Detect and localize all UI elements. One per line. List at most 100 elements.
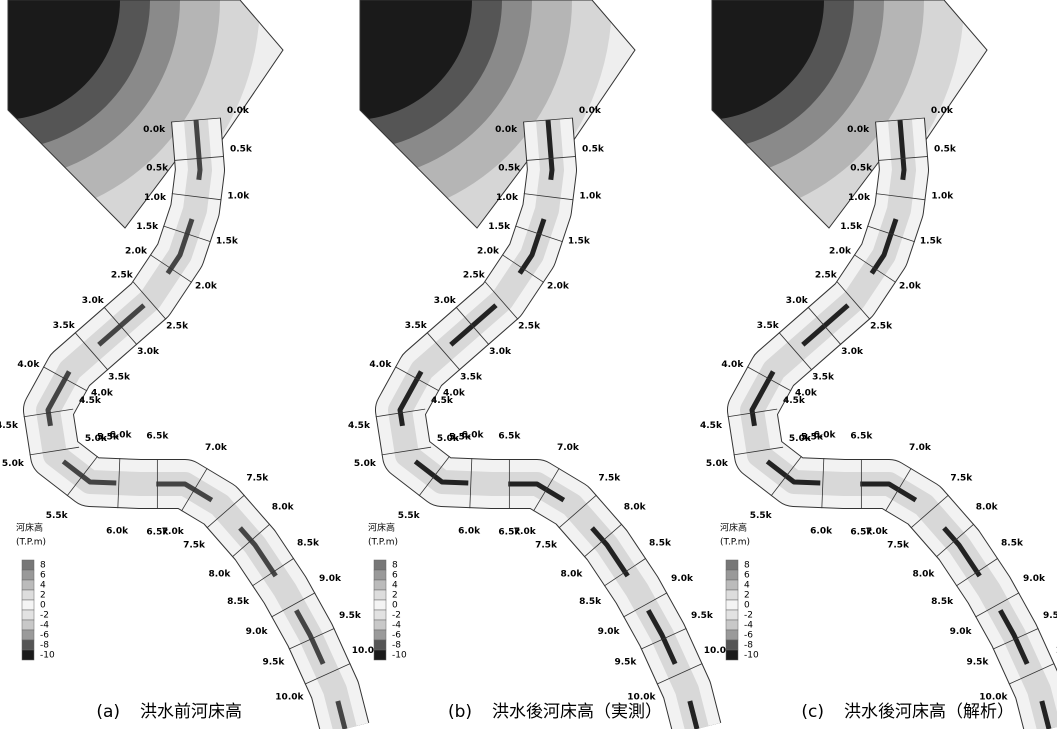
station-label: 4.5k (700, 421, 723, 431)
legend-tick: -6 (744, 631, 753, 641)
panel-caption: 洪水前河床高 (140, 702, 242, 722)
station-label: 4.0k (17, 360, 40, 370)
legend-unit: (T.P.m) (16, 538, 46, 548)
station-label: 3.0k (82, 296, 105, 306)
station-label: 2.5k (870, 322, 893, 332)
station-label: 9.5k (691, 611, 714, 621)
station-label: 8.0k (560, 570, 583, 580)
station-label: 8.0k (624, 502, 647, 512)
station-label: 3.5k (460, 372, 483, 382)
legend-tick: 4 (744, 581, 750, 591)
station-label: 2.5k (518, 322, 541, 332)
station-label: 8.0k (912, 570, 935, 580)
station-label: 6.0k (462, 431, 485, 441)
legend-swatch (22, 610, 34, 620)
legend-swatch (22, 560, 34, 570)
legend-tick: 4 (392, 581, 398, 591)
legend-tick: 8 (40, 561, 46, 571)
station-label: 7.5k (535, 541, 558, 551)
legend-swatch (22, 600, 34, 610)
station-label: 0.5k (230, 145, 253, 155)
station-label: 1.0k (848, 193, 871, 203)
station-label: 7.5k (246, 473, 269, 483)
station-label: 8.0k (208, 570, 231, 580)
legend-tick: -2 (744, 611, 753, 621)
station-label: 2.0k (477, 247, 500, 257)
station-label: 9.5k (1043, 611, 1057, 621)
legend-swatch (374, 600, 386, 610)
station-label: 3.0k (489, 347, 512, 357)
legend-tick: -2 (392, 611, 401, 621)
legend-tick: 6 (392, 571, 398, 581)
station-label: 6.0k (814, 431, 837, 441)
station-label: 4.5k (783, 396, 806, 406)
station-label: 2.0k (125, 247, 148, 257)
legend-swatch (726, 570, 738, 580)
legend-tick: 8 (744, 561, 750, 571)
panel: 0.0k0.0k0.5k0.5k1.0k1.0k1.5k1.5k2.0k2.0k… (0, 0, 381, 729)
station-label: 4.0k (721, 360, 744, 370)
station-label: 6.5k (146, 432, 169, 442)
station-label: 0.0k (931, 106, 954, 116)
station-label: 0.0k (495, 125, 518, 135)
station-label: 0.5k (934, 145, 957, 155)
station-label: 3.5k (812, 372, 835, 382)
legend-unit: (T.P.m) (368, 538, 398, 548)
station-label: 5.0k (354, 459, 377, 469)
river-zone (752, 120, 1049, 729)
station-label: 0.5k (498, 163, 521, 173)
station-label: 7.5k (887, 541, 910, 551)
station-label: 5.0k (2, 459, 25, 469)
river-zone (48, 120, 345, 729)
legend-swatch (726, 630, 738, 640)
station-label: 1.0k (579, 191, 602, 201)
station-label: 0.0k (579, 106, 602, 116)
panel-caption: 洪水後河床高（解析） (844, 702, 1014, 722)
station-label: 9.5k (339, 611, 362, 621)
legend-swatch (22, 590, 34, 600)
legend-tick: -6 (392, 631, 401, 641)
legend-swatch (726, 590, 738, 600)
station-label: 9.0k (950, 627, 973, 637)
legend-swatch (22, 650, 34, 660)
station-label: 5.5k (750, 511, 773, 521)
station-label: 1.5k (136, 222, 159, 232)
legend-swatch (22, 580, 34, 590)
legend-tick: -4 (744, 621, 753, 631)
legend-swatch (726, 650, 738, 660)
legend-tick: -8 (744, 641, 753, 651)
station-label: 9.0k (246, 627, 269, 637)
station-label: 9.0k (319, 574, 342, 584)
station-label: 2.5k (463, 270, 486, 280)
legend-tick: -10 (744, 651, 759, 661)
station-label: 7.0k (557, 443, 580, 453)
station-label: 2.0k (547, 281, 570, 291)
legend-title: 河床高 (720, 522, 747, 534)
legend-swatch (374, 570, 386, 580)
station-label: 1.5k (568, 237, 591, 247)
station-label: 4.5k (348, 421, 371, 431)
station-label: 0.5k (582, 145, 605, 155)
legend-tick: -10 (40, 651, 55, 661)
station-label: 7.0k (514, 527, 537, 537)
legend-tick: -8 (392, 641, 401, 651)
panel-caption: 洪水後河床高（実測） (492, 702, 662, 722)
legend-swatch (374, 620, 386, 630)
station-label: 3.0k (137, 347, 160, 357)
panel-label: (a) (96, 702, 120, 722)
station-label: 7.0k (205, 443, 228, 453)
station-label: 0.5k (850, 163, 873, 173)
station-label: 7.5k (183, 541, 206, 551)
station-label: 3.5k (405, 321, 428, 331)
station-label: 6.0k (110, 431, 133, 441)
station-label: 7.5k (598, 473, 621, 483)
legend-tick: -4 (40, 621, 49, 631)
station-label: 1.0k (144, 193, 167, 203)
station-label: 9.0k (1023, 574, 1046, 584)
station-label: 8.5k (649, 538, 672, 548)
legend-swatch (726, 580, 738, 590)
legend-swatch (726, 640, 738, 650)
station-label: 6.0k (106, 527, 129, 537)
station-label: 1.0k (931, 191, 954, 201)
station-label: 5.5k (398, 511, 421, 521)
